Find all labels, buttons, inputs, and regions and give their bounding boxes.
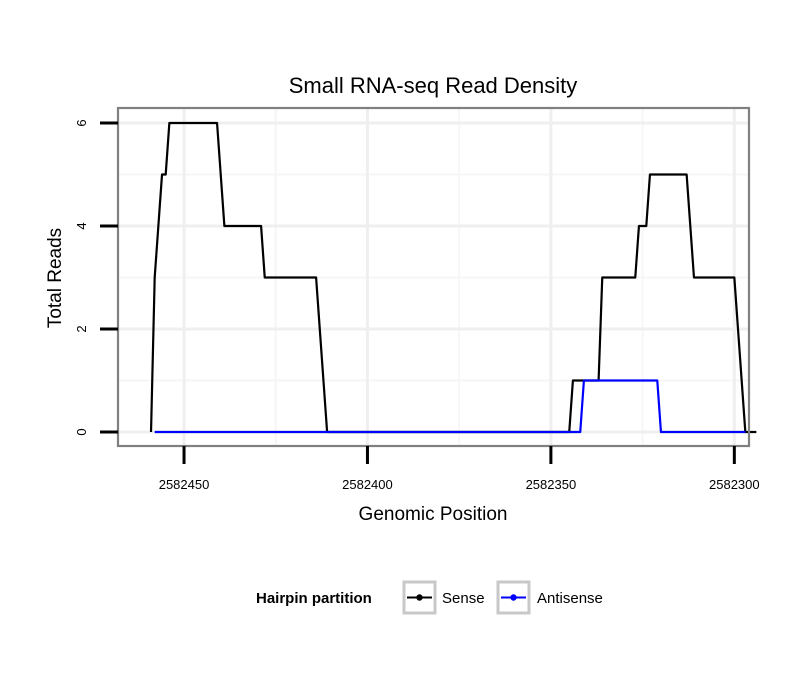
legend-dot-sense [416, 594, 423, 601]
y-tick-label: 6 [74, 119, 89, 126]
y-tick-label: 0 [74, 428, 89, 435]
x-tick-label: 2582300 [709, 477, 760, 492]
legend-dot-antisense [510, 594, 517, 601]
x-tick-label: 2582450 [159, 477, 210, 492]
legend-item-antisense: Antisense [496, 580, 603, 615]
y-tick-label: 2 [74, 325, 89, 332]
x-tick-label: 2582400 [342, 477, 393, 492]
grid [118, 108, 749, 446]
legend-label-sense: Sense [442, 590, 485, 607]
y-axis-title: Total Reads [45, 228, 66, 328]
x-tick-label: 2582350 [526, 477, 577, 492]
legend-title: Hairpin partition [256, 590, 372, 607]
series-line-sense [149, 121, 757, 434]
series-line-antisense [154, 379, 746, 434]
legend-label-antisense: Antisense [537, 590, 603, 607]
plot-panel-border [116, 106, 751, 448]
y-tick-label: 4 [74, 222, 89, 229]
chart-title: Small RNA-seq Read Density [289, 73, 578, 98]
legend-item-sense: Sense [402, 580, 485, 615]
x-axis-title: Genomic Position [359, 504, 508, 525]
x-axis: 2582450 2582400 2582350 2582300 [159, 446, 760, 492]
legend: Hairpin partition Sense Antisense [256, 580, 603, 615]
series-layer [149, 121, 757, 434]
y-axis: 0 2 4 6 [74, 119, 118, 436]
